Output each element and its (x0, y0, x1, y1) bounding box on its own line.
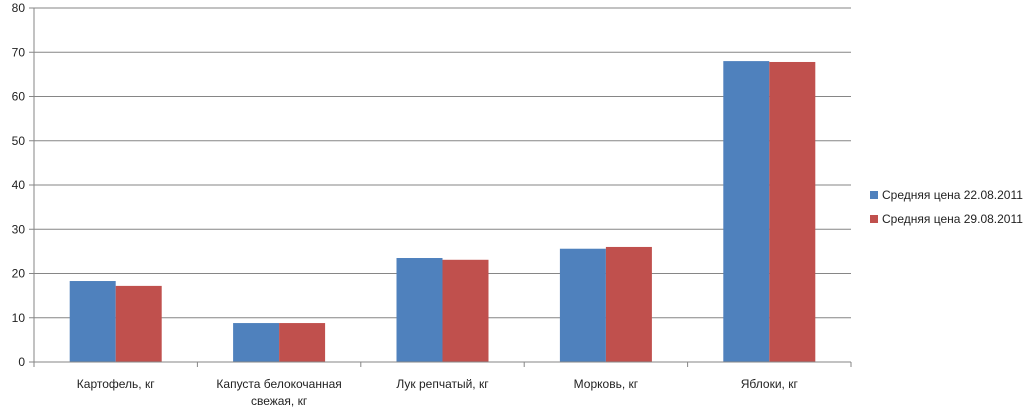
y-tick-label: 40 (12, 178, 26, 192)
bar (605, 246, 652, 362)
y-tick-label: 30 (12, 222, 26, 236)
x-category-label: свежая, кг (251, 394, 308, 408)
x-axis-labels: Картофель, кг Капуста белокочанная свежая,… (77, 377, 799, 408)
bar (559, 248, 606, 362)
bar (233, 323, 280, 362)
y-tick-label: 0 (18, 355, 25, 369)
x-category-label: Лук репчатый, кг (396, 377, 489, 391)
y-tick-label: 50 (12, 134, 26, 148)
x-category-label: Капуста белокочанная (216, 377, 341, 391)
bars (69, 61, 816, 363)
bar (69, 281, 116, 362)
legend: Средняя цена 22.08.2011 Средняя цена 29.0… (870, 188, 1023, 226)
bar (115, 285, 162, 362)
legend-swatch (870, 191, 878, 199)
y-axis-ticks: 0 10 20 30 40 50 60 70 80 (12, 1, 34, 369)
x-category-label: Яблоки, кг (741, 377, 799, 391)
y-tick-label: 20 (12, 267, 26, 281)
bar (442, 259, 489, 362)
legend-swatch (870, 215, 878, 223)
y-tick-label: 80 (12, 1, 26, 15)
bar (396, 258, 443, 362)
grid-lines (34, 7, 851, 319)
x-category-label: Картофель, кг (77, 377, 155, 391)
y-tick-label: 10 (12, 311, 26, 325)
legend-label: Средняя цена 22.08.2011 (882, 188, 1023, 202)
axes (33, 8, 852, 367)
y-tick-label: 70 (12, 45, 26, 59)
y-tick-label: 60 (12, 90, 26, 104)
bar (279, 323, 326, 362)
bar (769, 61, 816, 363)
x-category-label: Морковь, кг (574, 377, 639, 391)
legend-label: Средняя цена 29.08.2011 (882, 212, 1023, 226)
bar (723, 61, 770, 362)
